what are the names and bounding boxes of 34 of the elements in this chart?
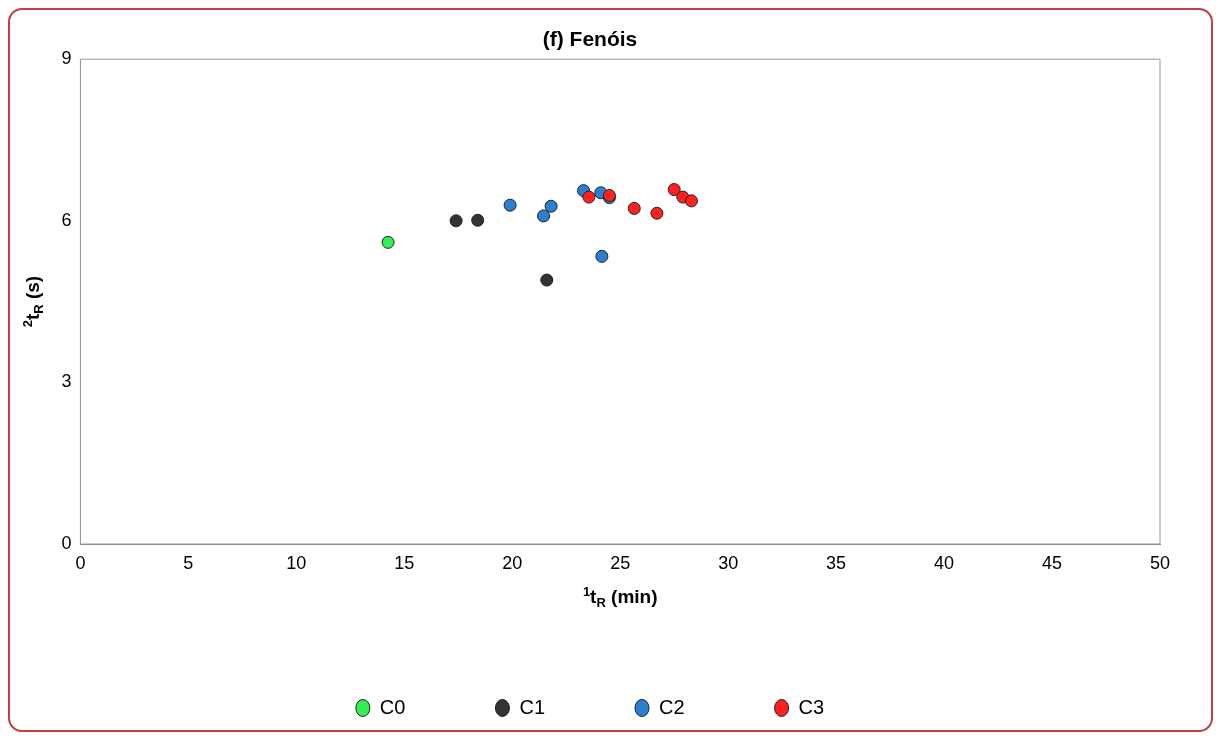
legend-label: C3 xyxy=(798,695,825,718)
point xyxy=(381,235,395,249)
legend-label: C1 xyxy=(519,695,546,718)
point xyxy=(627,201,641,215)
point xyxy=(582,190,596,204)
point xyxy=(471,213,485,227)
y-axis-title: 2tR (s) xyxy=(19,275,47,328)
legend-label: C2 xyxy=(659,695,685,718)
y-tick-label: 0 xyxy=(61,532,72,553)
x-tick-label: 5 xyxy=(183,552,194,573)
point xyxy=(503,198,517,212)
point xyxy=(667,183,681,197)
x-tick-label: 15 xyxy=(394,552,415,573)
x-tick-label: 30 xyxy=(718,552,739,573)
point xyxy=(650,206,664,220)
point xyxy=(537,209,551,223)
x-tick-label: 50 xyxy=(1149,552,1171,573)
y-tick-label: 6 xyxy=(61,209,72,230)
x-tick-label: 40 xyxy=(934,552,955,573)
y-tick-label: 9 xyxy=(61,48,72,69)
x-tick-label: 25 xyxy=(610,552,631,573)
x-tick-label: 45 xyxy=(1042,552,1063,573)
point xyxy=(449,214,463,228)
x-tick-label: 20 xyxy=(502,552,523,573)
y-tick-label: 3 xyxy=(61,371,72,392)
x-tick-label: 0 xyxy=(75,552,86,573)
point xyxy=(684,194,698,208)
chart-title: (f) Fenóis xyxy=(542,27,638,51)
legend-label: C0 xyxy=(379,695,406,718)
x-tick-label: 35 xyxy=(826,552,847,573)
point xyxy=(540,273,554,287)
point xyxy=(544,199,558,213)
point xyxy=(595,249,609,263)
x-tick-label: 10 xyxy=(286,552,307,573)
